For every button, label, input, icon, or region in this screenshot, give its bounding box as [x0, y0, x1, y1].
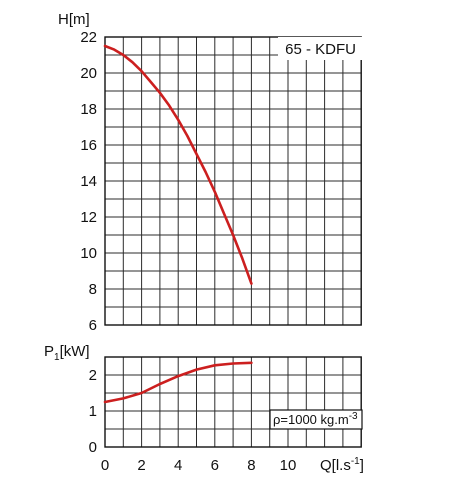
head-plot-frame — [104, 36, 362, 326]
head-y-tick-label: 10 — [80, 245, 97, 262]
power-y-tick-label: 2 — [89, 367, 97, 384]
density-text: ρ=1000 kg.m-3 — [273, 411, 358, 427]
head-y-tick-label: 22 — [80, 29, 97, 46]
head-y-tick-label: 12 — [80, 209, 97, 226]
head-y-tick-label: 14 — [80, 173, 97, 190]
x-tick-label: 8 — [247, 457, 255, 474]
x-tick-label: 0 — [101, 457, 109, 474]
head-chart-title: 65 - KDFU — [285, 41, 356, 58]
grid-layer — [104, 36, 362, 448]
power-axis-sub: 1 — [54, 352, 60, 363]
x-tick-label: 2 — [137, 457, 145, 474]
power-y-tick-label: 1 — [89, 403, 97, 420]
head-y-tick-label: 6 — [89, 317, 97, 334]
text-layer: H[m] P1[kW] Q[l.s-1] ρ=1000 kg.m-3 68101… — [44, 11, 364, 474]
head-y-tick-label: 8 — [89, 281, 97, 298]
x-tick-label: 6 — [211, 457, 219, 474]
head-title-group: 65 - KDFU — [278, 37, 362, 60]
head-curve — [103, 44, 253, 285]
power-y-tick-label: 0 — [89, 439, 97, 456]
head-y-tick-label: 16 — [80, 137, 97, 154]
head-title-box — [278, 37, 362, 60]
x-tick-label: 10 — [280, 457, 297, 474]
x-axis-end: ] — [360, 457, 364, 474]
curve-layer — [103, 44, 253, 404]
power-axis-unit: [kW] — [60, 343, 90, 360]
density-main: ρ=1000 kg.m — [273, 412, 349, 427]
head-y-tick-label: 20 — [80, 65, 97, 82]
head-y-tick-label: 18 — [80, 101, 97, 118]
power-axis-title: P1[kW] — [44, 343, 90, 363]
power-curve — [103, 361, 253, 404]
x-axis-main: Q[l.s — [320, 457, 351, 474]
density-box — [269, 409, 363, 430]
x-axis-sup: -1 — [351, 456, 360, 467]
density-annotation: ρ=1000 kg.m-3 — [269, 409, 363, 430]
x-axis-title: Q[l.s-1] — [320, 456, 364, 474]
power-axis-main: P — [44, 343, 54, 360]
density-sup: -3 — [349, 411, 358, 422]
head-axis-title: H[m] — [58, 11, 90, 28]
x-tick-label: 4 — [174, 457, 182, 474]
